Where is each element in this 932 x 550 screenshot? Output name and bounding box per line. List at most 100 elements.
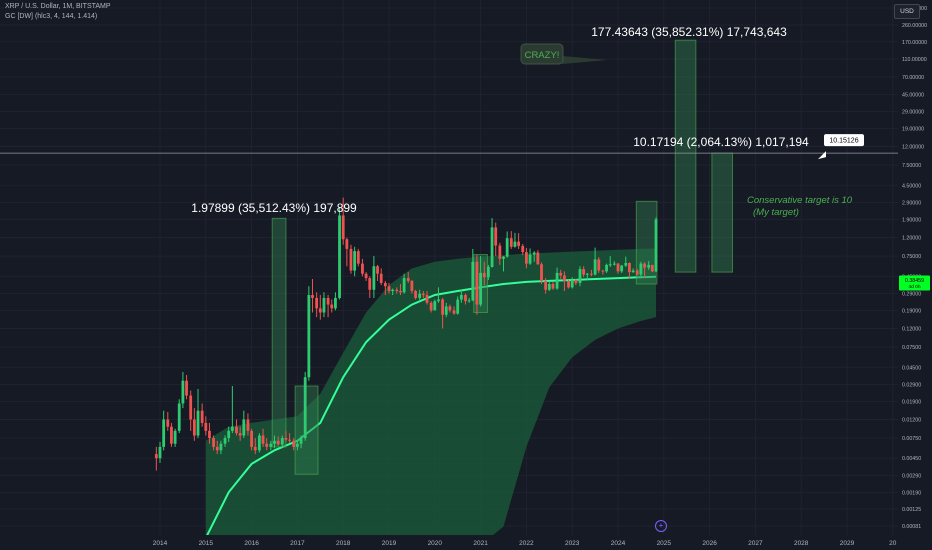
candle <box>170 426 173 444</box>
candle <box>475 261 479 305</box>
candle <box>330 304 334 309</box>
price-tick-label: 7.50000 <box>902 163 921 169</box>
candle <box>368 278 372 290</box>
annotation-label: 177.43643 (35,852.31%) 17,743,643 <box>591 25 787 39</box>
candle <box>555 272 559 289</box>
time-axis[interactable]: 2014 2015 2016 2017 2018 2019 2020 2021 2022 2023… <box>0 535 932 550</box>
price-tick-label: 0.04500 <box>902 365 921 371</box>
candle <box>338 215 341 298</box>
price-tick-label: 19.00000 <box>902 126 924 132</box>
candle <box>356 251 360 264</box>
price-tick-label: 0.00750 <box>902 436 921 442</box>
candle <box>525 252 528 264</box>
candle <box>238 433 242 436</box>
candle <box>528 254 532 264</box>
target-note-line: Conservative target is 10 <box>747 195 853 206</box>
candle <box>513 241 517 247</box>
candle <box>459 295 463 300</box>
candle <box>376 266 379 274</box>
annotation-label: 1.97899 (35,512.43%) 197,899 <box>191 201 357 215</box>
candle <box>608 264 612 266</box>
time-tick-label: 2018 <box>336 540 351 547</box>
candle <box>215 446 219 451</box>
candle <box>410 280 414 292</box>
candle <box>540 264 543 281</box>
candle <box>364 273 368 279</box>
price-tick-label: 0.01200 <box>902 417 921 423</box>
candle <box>345 239 349 249</box>
candle <box>154 454 158 459</box>
candle <box>299 438 303 444</box>
candle <box>616 263 620 272</box>
candle <box>578 269 582 283</box>
candle <box>158 446 162 459</box>
candle <box>498 245 502 259</box>
candle <box>372 266 376 290</box>
callout-text: CRAZY! <box>525 50 560 61</box>
candle <box>250 430 253 447</box>
time-tick-label: 2019 <box>382 540 397 547</box>
price-axis[interactable]: 400.00000260.00000170.00000110.0000070.0… <box>898 0 932 550</box>
candle <box>635 270 639 275</box>
time-tick-label: 2016 <box>244 540 259 547</box>
time-tick-label: 2014 <box>153 540 168 547</box>
candle <box>509 238 513 247</box>
candle <box>521 245 525 253</box>
candle <box>471 261 475 301</box>
candle <box>532 252 536 255</box>
annotations: 10.15126 1.97899 (35,512.43%) 197,899 10.1… <box>0 25 898 218</box>
candle <box>353 251 357 271</box>
price-tick-label: 0.19000 <box>902 308 921 314</box>
candle <box>639 263 643 275</box>
measure-box <box>711 152 734 273</box>
price-tick-label: 0.00290 <box>902 474 921 480</box>
candle <box>303 377 307 439</box>
candle <box>192 419 196 436</box>
target-note-line: (My target) <box>753 207 799 218</box>
candle <box>433 301 437 311</box>
candle <box>643 263 646 268</box>
candle <box>208 430 211 439</box>
candle <box>582 269 586 275</box>
candle <box>276 440 280 445</box>
candle <box>196 410 200 436</box>
candle <box>315 297 319 309</box>
target-icon[interactable]: + <box>655 520 667 532</box>
candle <box>654 219 658 272</box>
price-tick-label: 0.75000 <box>902 254 921 260</box>
indicator-legend[interactable]: GC [DW] (hlc3, 4, 144, 1.414) <box>5 13 98 20</box>
candle <box>200 410 204 423</box>
candle <box>341 215 345 240</box>
candle <box>593 259 597 275</box>
price-tick-label: 1.90000 <box>902 217 921 223</box>
candle <box>166 419 170 427</box>
candle <box>612 263 616 265</box>
candle <box>177 403 181 431</box>
candle <box>326 297 330 305</box>
candle <box>544 280 548 290</box>
time-tick-label: 2027 <box>748 540 763 547</box>
candle <box>253 446 257 451</box>
candle <box>567 280 570 288</box>
price-tick-label: 2.90000 <box>902 201 921 207</box>
candle <box>334 297 337 309</box>
candle <box>502 256 505 259</box>
time-tick-label: 2020 <box>428 540 443 547</box>
candle <box>597 259 601 271</box>
candle <box>391 289 395 292</box>
last-price-countdown: 4d 0h <box>908 284 920 290</box>
candle <box>406 278 410 281</box>
currency-button[interactable]: USD <box>894 4 920 19</box>
candle <box>559 272 563 276</box>
price-tick-label: 0.07500 <box>902 345 921 351</box>
candle <box>349 248 353 271</box>
candle <box>383 282 387 287</box>
price-tick-label: 0.00081 <box>902 524 921 530</box>
candle <box>563 275 566 281</box>
measure-box <box>674 39 697 273</box>
candle <box>292 440 296 447</box>
candle <box>631 270 635 273</box>
price-tick-label: 110.00000 <box>902 57 927 63</box>
annotation-label: 10.17194 (2,064.13%) 1,017,194 <box>633 135 809 149</box>
